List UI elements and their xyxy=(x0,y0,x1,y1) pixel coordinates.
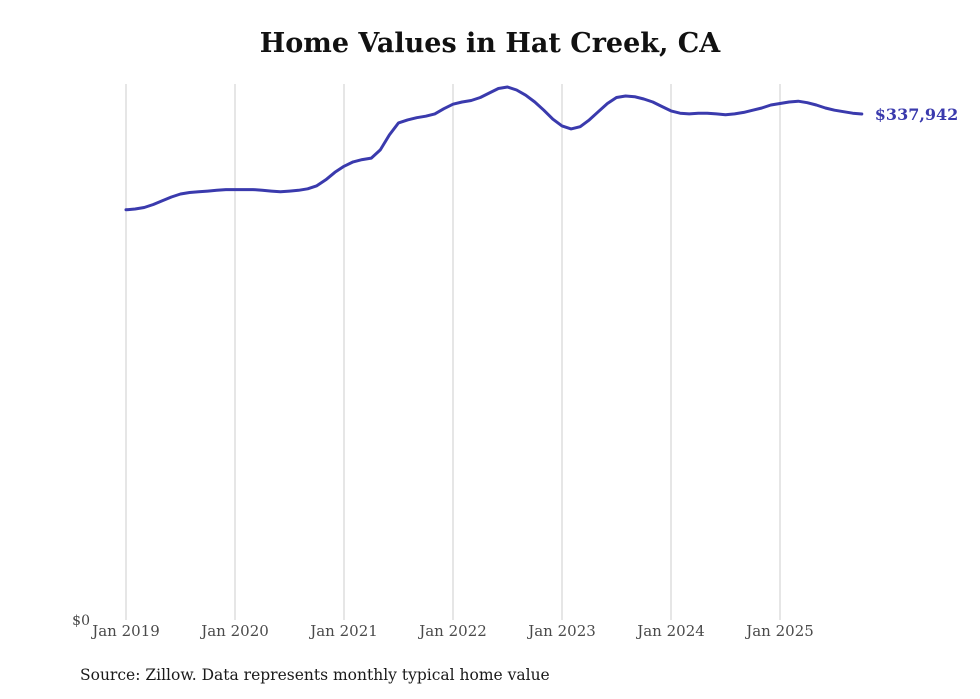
x-axis-tick-label: Jan 2022 xyxy=(417,622,487,640)
source-note: Source: Zillow. Data represents monthly … xyxy=(80,666,550,684)
x-axis-tick-label: Jan 2020 xyxy=(199,622,269,640)
x-axis-tick-label: Jan 2025 xyxy=(744,622,814,640)
home-value-line xyxy=(124,85,864,212)
x-axis-tick-label: Jan 2021 xyxy=(308,622,378,640)
x-axis-labels: Jan 2019 Jan 2020 Jan 2021 Jan 2022 Jan 2023… xyxy=(90,622,814,640)
x-axis-tick-label: Jan 2024 xyxy=(635,622,705,640)
chart-title: Home Values in Hat Creek, CA xyxy=(259,28,721,59)
end-value-label: $337,942 xyxy=(875,105,959,124)
x-axis-tick-label: Jan 2019 xyxy=(90,622,160,640)
gridlines xyxy=(125,84,781,620)
x-axis-tick-label: Jan 2023 xyxy=(526,622,596,640)
y-axis-zero-label: $0 xyxy=(72,613,90,629)
